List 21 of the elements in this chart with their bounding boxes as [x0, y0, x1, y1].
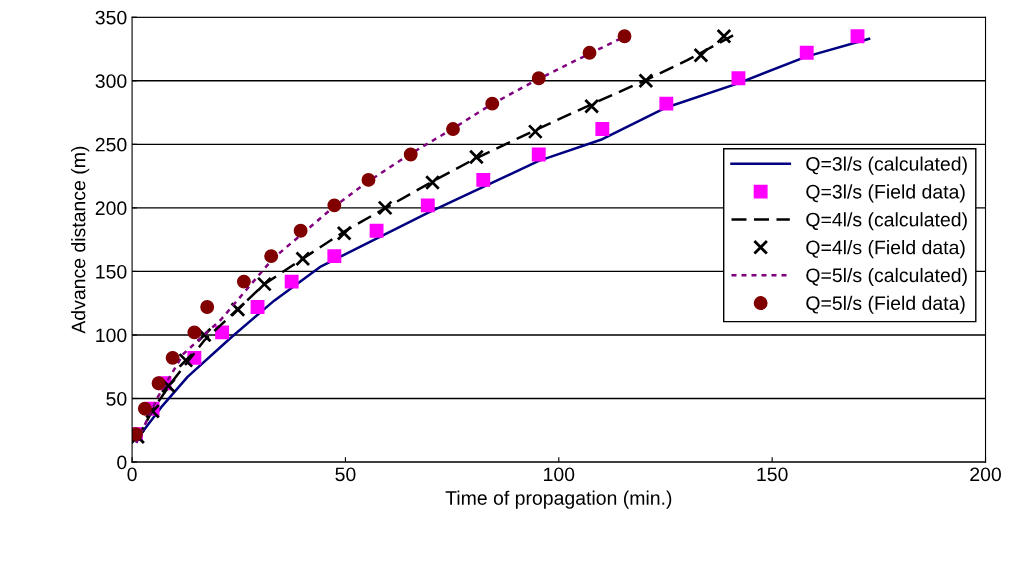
legend-label: Q=3l/s (Field data) — [806, 184, 965, 203]
x-tick-label: 50 — [335, 467, 356, 482]
y-tick-label: 300 — [95, 74, 127, 89]
x-tick-label: 100 — [544, 467, 575, 482]
y-axis-title: Advance distance (m) — [71, 146, 90, 334]
y-tick-label: 50 — [106, 391, 127, 406]
legend-label: Q=4l/s (Field data) — [806, 240, 965, 259]
x-tick-label: 150 — [757, 467, 788, 482]
y-tick-label: 0 — [117, 455, 127, 470]
y-tick-label: 100 — [96, 328, 127, 343]
y-tick-label: 150 — [96, 264, 127, 279]
y-tick-label: 250 — [95, 137, 127, 152]
legend-label: Q=3l/s (calculated) — [806, 156, 967, 175]
legend-label: Q=4l/s (calculated) — [806, 212, 967, 231]
legend-label: Q=5l/s (Field data) — [806, 295, 965, 314]
x-tick-label: 0 — [127, 467, 137, 482]
y-tick-label: 350 — [95, 10, 127, 25]
x-tick-label: 200 — [970, 467, 1001, 482]
x-axis-title: Time of propagation (min.) — [445, 490, 672, 509]
y-tick-label: 200 — [95, 201, 127, 216]
legend-label: Q=5l/s (calculated) — [806, 267, 967, 287]
